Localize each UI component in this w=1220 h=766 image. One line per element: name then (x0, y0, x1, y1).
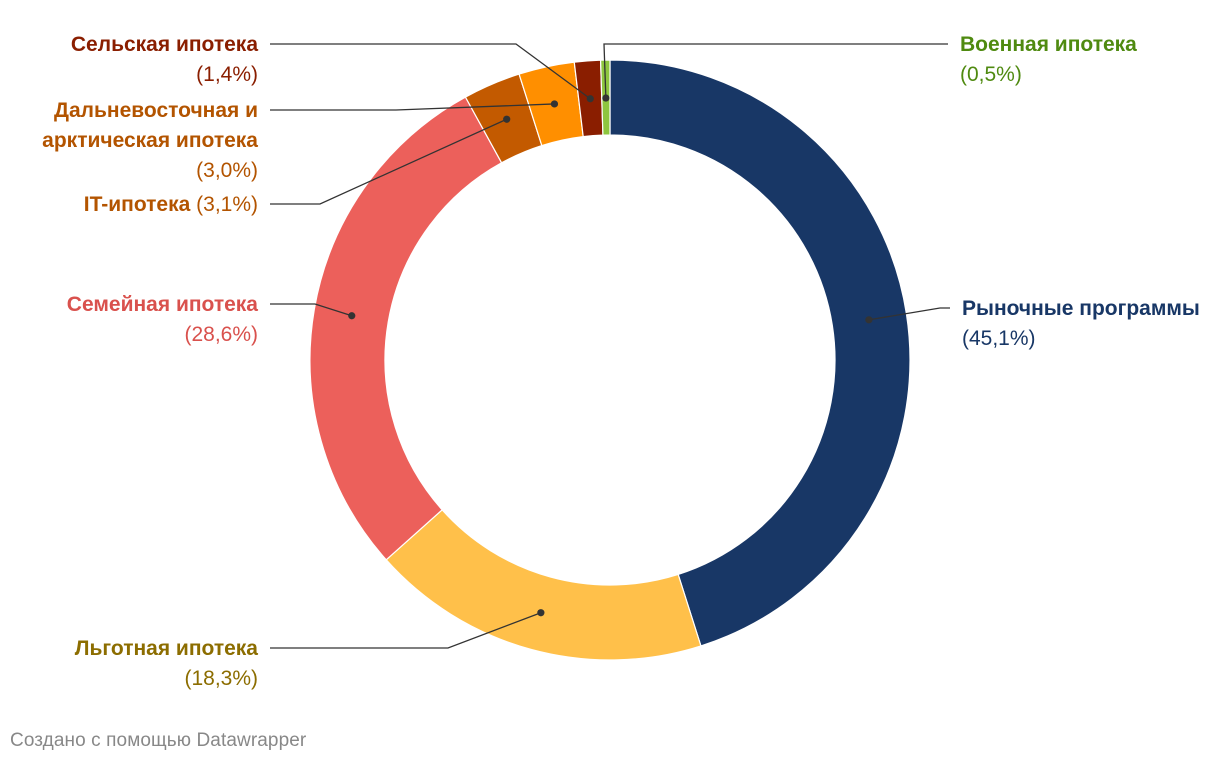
slice-label-name-дальневосточная-и-арктическая-ипотека: Дальневосточная и (54, 99, 258, 122)
slice-рыночные-программы[interactable] (609, 59, 911, 647)
leader-line-военная-ипотека (603, 43, 948, 99)
slice-label-value-семейная-ипотека: (28,6%) (184, 323, 258, 346)
leader-dot-льготная-ипотека (537, 609, 545, 617)
leader-dot-сельская-ипотека (586, 95, 594, 103)
leader-line-семейная-ипотека (270, 303, 352, 317)
leader-dot-рыночные-программы (865, 316, 873, 324)
leader-line-дальневосточная-и-арктическая-ипотека (270, 103, 555, 111)
donut-slices (309, 59, 911, 661)
slice-label-value-сельская-ипотека: (1,4%) (196, 63, 258, 86)
leader-dot-дальневосточная-и-арктическая-ипотека (550, 100, 559, 108)
footer-credit: Создано с помощью Datawrapper (10, 730, 307, 751)
slice-label-name-рыночные-программы: Рыночные программы (962, 297, 1200, 320)
slice-label-value-дальневосточная-и-арктическая-ипотека: (3,0%) (196, 159, 258, 182)
slice-label-value: (3,1%) (190, 193, 258, 216)
slice-label-name-льготная-ипотека: Льготная ипотека (75, 637, 259, 660)
leader-line-сельская-ипотека (270, 43, 591, 100)
leader-lines (270, 43, 950, 649)
slice-label-name-военная-ипотека: Военная ипотека (960, 33, 1137, 56)
leader-dot-военная-ипотека (602, 94, 610, 102)
leader-dot-семейная-ипотека (348, 312, 356, 320)
leader-line-it-ипотека (270, 118, 507, 205)
slice-льготная-ипотека[interactable] (385, 509, 702, 661)
slice-label-name-семейная-ипотека: Семейная ипотека (67, 293, 259, 316)
leader-line-льготная-ипотека (270, 612, 542, 649)
slice-labels: Рыночные программы (45,1%) Льготная ипотек… (42, 33, 1200, 690)
leader-dot-it-ипотека (503, 115, 511, 123)
slice-label-value-рыночные-программы: (45,1%) (962, 327, 1036, 350)
slice-label-name-сельская-ипотека: Сельская ипотека (71, 33, 258, 56)
slice-label-it-ипотека: IT-ипотека (3,1%) (84, 193, 258, 216)
slice-label-name: IT-ипотека (84, 193, 191, 216)
slice-label-value-льготная-ипотека: (18,3%) (184, 667, 258, 690)
slice-label-value-военная-ипотека: (0,5%) (960, 63, 1022, 86)
slice-label-name-дальневосточная-и-арктическая-ипотека: арктическая ипотека (42, 129, 258, 152)
leader-line-рыночные-программы (868, 307, 950, 321)
slice-семейная-ипотека[interactable] (309, 96, 503, 561)
